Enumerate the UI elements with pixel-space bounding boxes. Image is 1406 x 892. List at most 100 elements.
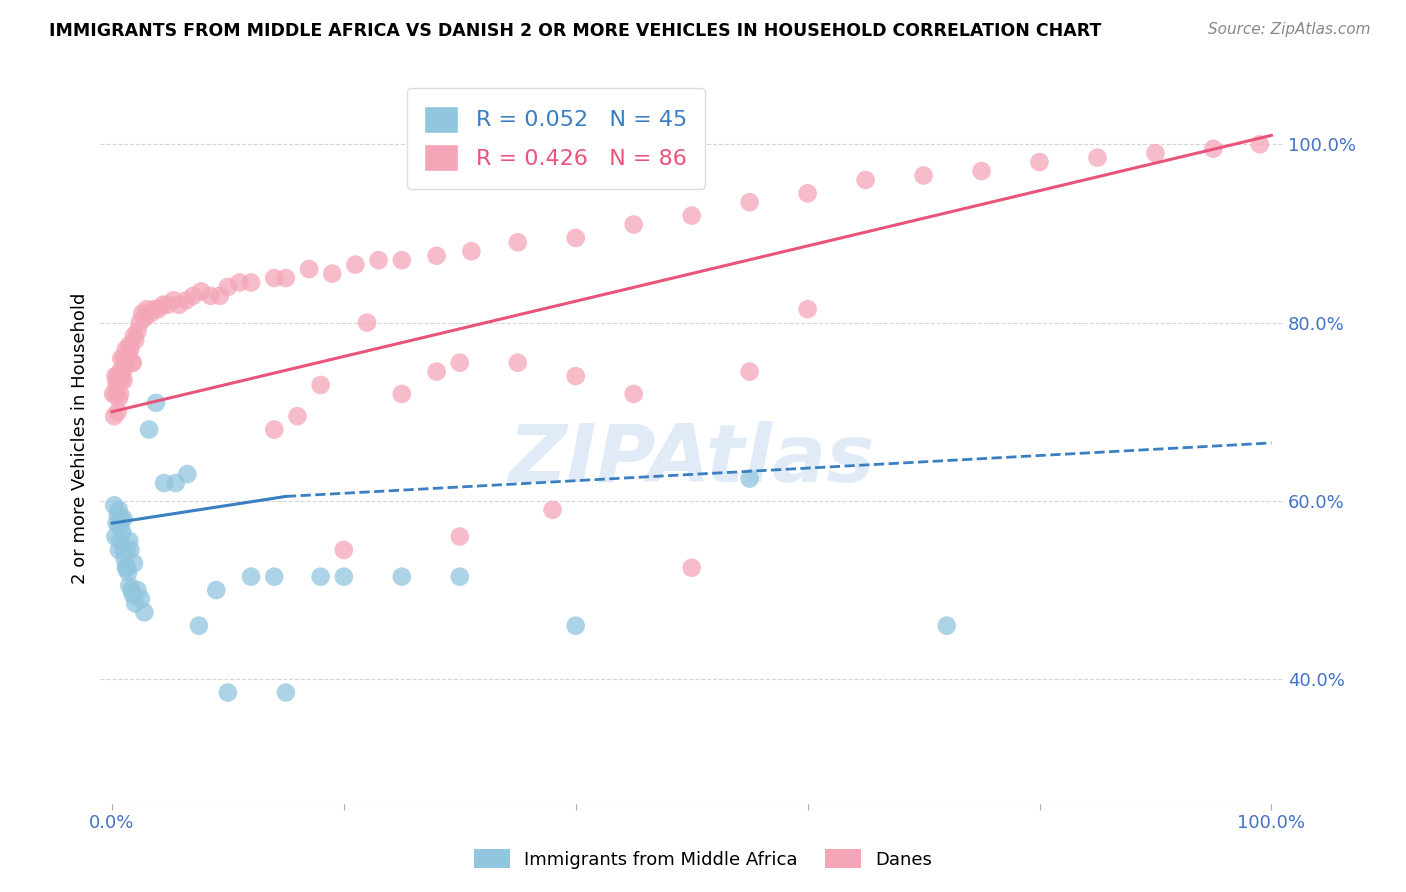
Point xyxy=(118,534,141,549)
Point xyxy=(181,289,204,303)
Point xyxy=(112,542,135,557)
Point xyxy=(115,351,138,366)
Text: ZIPAtlas: ZIPAtlas xyxy=(509,421,875,500)
Point xyxy=(138,423,160,437)
Point xyxy=(287,409,309,424)
Point xyxy=(156,298,179,312)
Point xyxy=(153,476,176,491)
Point xyxy=(217,685,239,699)
Point xyxy=(855,173,877,187)
Point xyxy=(1144,146,1167,161)
Point xyxy=(623,387,645,401)
Point xyxy=(167,298,190,312)
Point xyxy=(309,378,332,392)
Point xyxy=(108,542,131,557)
Point xyxy=(111,525,134,540)
Point xyxy=(541,503,564,517)
Point xyxy=(426,249,449,263)
Point xyxy=(117,565,139,579)
Point xyxy=(110,374,132,388)
Point xyxy=(118,338,141,352)
Point xyxy=(111,369,134,384)
Point xyxy=(970,164,993,178)
Point xyxy=(110,351,132,366)
Point xyxy=(110,512,132,526)
Point xyxy=(114,551,136,566)
Point xyxy=(101,387,124,401)
Y-axis label: 2 or more Vehicles in Household: 2 or more Vehicles in Household xyxy=(72,293,89,584)
Point xyxy=(162,293,184,308)
Point xyxy=(1028,155,1050,169)
Point xyxy=(142,302,165,317)
Point xyxy=(564,618,586,632)
Point xyxy=(124,334,146,348)
Point xyxy=(107,508,129,522)
Point xyxy=(321,267,343,281)
Point xyxy=(912,169,935,183)
Point xyxy=(121,587,143,601)
Point xyxy=(121,582,143,597)
Text: Source: ZipAtlas.com: Source: ZipAtlas.com xyxy=(1208,22,1371,37)
Point xyxy=(391,253,413,268)
Point xyxy=(128,316,150,330)
Point xyxy=(564,231,586,245)
Point xyxy=(105,374,128,388)
Point xyxy=(208,289,231,303)
Point xyxy=(104,369,127,384)
Point xyxy=(115,560,138,574)
Point xyxy=(115,560,138,574)
Point xyxy=(263,271,285,285)
Point xyxy=(124,596,146,610)
Point xyxy=(134,311,156,326)
Point xyxy=(205,582,228,597)
Point xyxy=(391,387,413,401)
Point xyxy=(108,387,131,401)
Point xyxy=(104,387,127,401)
Point xyxy=(105,516,128,531)
Point xyxy=(796,302,818,317)
Point xyxy=(460,244,482,259)
Point xyxy=(274,685,297,699)
Point xyxy=(263,423,285,437)
Point xyxy=(127,325,149,339)
Point xyxy=(426,365,449,379)
Point xyxy=(681,209,703,223)
Point xyxy=(187,618,209,632)
Point xyxy=(309,569,332,583)
Point xyxy=(564,369,586,384)
Point xyxy=(129,591,152,606)
Legend: Immigrants from Middle Africa, Danes: Immigrants from Middle Africa, Danes xyxy=(467,842,939,876)
Point xyxy=(263,569,285,583)
Point xyxy=(122,329,145,343)
Point xyxy=(120,343,142,357)
Text: IMMIGRANTS FROM MIDDLE AFRICA VS DANISH 2 OR MORE VEHICLES IN HOUSEHOLD CORRELAT: IMMIGRANTS FROM MIDDLE AFRICA VS DANISH … xyxy=(49,22,1101,40)
Point xyxy=(200,289,222,303)
Point xyxy=(333,542,356,557)
Point xyxy=(449,569,471,583)
Point xyxy=(115,343,138,357)
Point xyxy=(127,582,149,597)
Point xyxy=(108,365,131,379)
Point xyxy=(298,262,321,277)
Point xyxy=(391,569,413,583)
Point xyxy=(108,392,131,406)
Point xyxy=(115,542,138,557)
Point xyxy=(112,351,135,366)
Point xyxy=(1249,137,1271,152)
Point xyxy=(108,534,131,549)
Point xyxy=(1202,142,1225,156)
Point xyxy=(114,360,136,375)
Point xyxy=(104,530,127,544)
Point xyxy=(1087,151,1109,165)
Point xyxy=(240,569,263,583)
Point xyxy=(738,365,761,379)
Point xyxy=(176,467,198,482)
Point xyxy=(681,560,703,574)
Point xyxy=(796,186,818,201)
Point xyxy=(121,356,143,370)
Point xyxy=(103,499,125,513)
Point xyxy=(152,298,174,312)
Point xyxy=(506,356,529,370)
Point xyxy=(738,195,761,210)
Point xyxy=(103,409,125,424)
